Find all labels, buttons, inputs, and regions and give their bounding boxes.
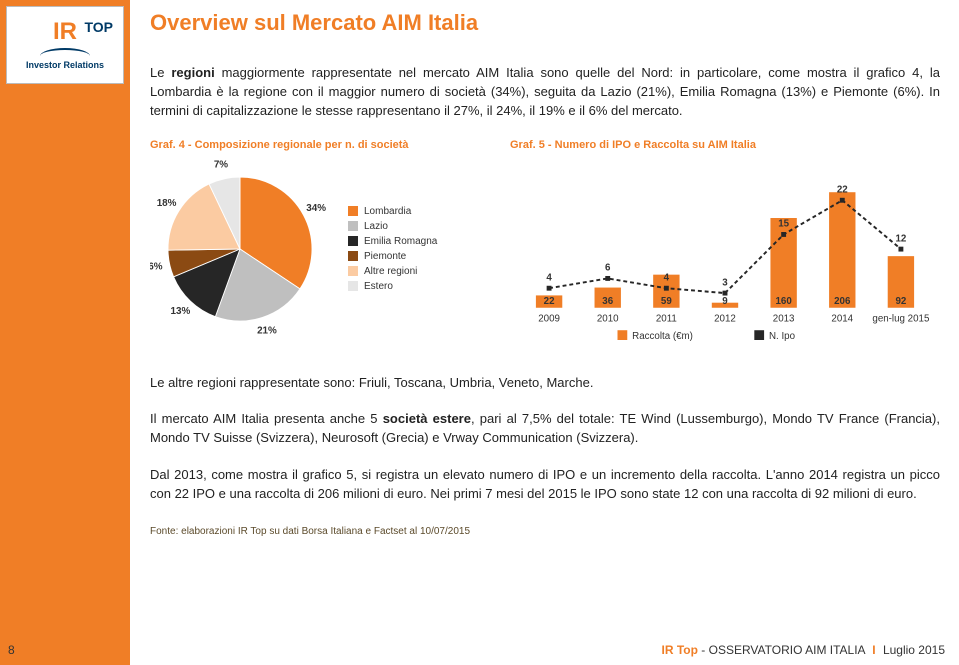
legend-item: Piemonte: [348, 251, 437, 262]
bar-raccolta: [770, 218, 796, 308]
logo-ir: IR: [53, 20, 77, 44]
legend-swatch: [348, 266, 358, 276]
chart-pie-container: Graf. 4 - Composizione regionale per n. …: [150, 139, 490, 354]
pie-pct-label: 18%: [157, 198, 177, 209]
bar-category-label: 2009: [538, 313, 560, 324]
bar-value-label: 9: [722, 295, 728, 306]
chart-pie-title: Graf. 4 - Composizione regionale per n. …: [150, 139, 490, 151]
pie-pct-label: 6%: [150, 261, 163, 272]
footer-brand: IR Top: [662, 643, 698, 657]
legend-item: Estero: [348, 281, 437, 292]
bar-category-label: 2014: [831, 313, 853, 324]
pie-pct-label: 34%: [306, 202, 326, 213]
bar-value-label: 92: [895, 295, 906, 306]
chart-bar: 222009362010592011920121602013206201492g…: [510, 159, 940, 349]
logo: TOP IR Investor Relations: [6, 6, 124, 84]
page-title: Overview sul Mercato AIM Italia: [150, 10, 940, 36]
chart-pie: 34% 21% 13% 6% 18% 7%: [150, 159, 330, 339]
page-number: 8: [8, 643, 15, 657]
bar-value-label: 206: [834, 295, 851, 306]
chart-pie-legend: Lombardia Lazio Emilia Romagna Piemonte Altr…: [348, 202, 437, 296]
legend-label: Piemonte: [364, 251, 406, 262]
bar-value-label: 59: [661, 295, 672, 306]
logo-arc-icon: [40, 48, 90, 56]
legend-item: Lazio: [348, 221, 437, 232]
bar-raccolta: [829, 192, 855, 308]
legend-swatch: [348, 251, 358, 261]
legend-label-ipo: N. Ipo: [769, 331, 796, 342]
legend-item: Lombardia: [348, 206, 437, 217]
paragraph-2: Le altre regioni rappresentate sono: Fri…: [150, 374, 940, 393]
legend-swatch: [754, 330, 764, 340]
line-ipo-value-label: 3: [722, 277, 728, 288]
bar-category-label: 2010: [597, 313, 619, 324]
legend-label: Estero: [364, 281, 393, 292]
footer-date: Luglio 2015: [883, 643, 945, 657]
pie-pct-label: 13%: [170, 306, 190, 317]
footer-sep: I: [872, 643, 875, 657]
line-ipo-value-label: 4: [664, 272, 670, 283]
line-ipo-marker: [547, 285, 552, 290]
bar-value-label: 36: [602, 295, 613, 306]
bar-value-label: 22: [544, 295, 555, 306]
line-ipo-marker: [664, 285, 669, 290]
line-ipo-marker: [781, 232, 786, 237]
legend-swatch: [348, 221, 358, 231]
bar-category-label: 2013: [773, 313, 795, 324]
legend-label: Lazio: [364, 221, 388, 232]
legend-label: Lombardia: [364, 206, 411, 217]
line-ipo-value-label: 22: [837, 184, 848, 195]
line-ipo-marker: [605, 276, 610, 281]
charts-row: Graf. 4 - Composizione regionale per n. …: [150, 139, 940, 354]
legend-swatch: [348, 281, 358, 291]
line-ipo-value-label: 4: [546, 272, 552, 283]
chart-bar-title: Graf. 5 - Numero di IPO e Raccolta su AI…: [510, 139, 940, 151]
line-ipo-marker: [898, 246, 903, 251]
legend-item: Emilia Romagna: [348, 236, 437, 247]
legend-swatch: [618, 330, 628, 340]
bar-category-label: gen-lug 2015: [872, 313, 930, 324]
sidebar-accent: [0, 0, 130, 665]
pie-pct-label: 21%: [257, 325, 277, 336]
bar-category-label: 2011: [656, 313, 677, 324]
paragraph-4: Dal 2013, come mostra il grafico 5, si r…: [150, 466, 940, 504]
paragraph-1: Le regioni maggiormente rappresentate ne…: [150, 64, 940, 121]
line-ipo-marker: [723, 290, 728, 295]
source-text: Fonte: elaborazioni IR Top su dati Borsa…: [150, 526, 940, 537]
line-ipo-value-label: 12: [895, 233, 906, 244]
legend-label-raccolta: Raccolta (€m): [632, 331, 693, 342]
legend-item: Altre regioni: [348, 266, 437, 277]
chart-bar-container: Graf. 5 - Numero di IPO e Raccolta su AI…: [510, 139, 940, 354]
footer-doc: OSSERVATORIO AIM ITALIA: [709, 643, 865, 657]
pie-pct-label: 7%: [214, 159, 228, 170]
bar-category-label: 2012: [714, 313, 736, 324]
logo-top: TOP: [84, 19, 113, 35]
legend-swatch: [348, 236, 358, 246]
legend-swatch: [348, 206, 358, 216]
line-ipo-marker: [840, 197, 845, 202]
line-ipo-value-label: 6: [605, 262, 611, 273]
bar-value-label: 160: [775, 295, 792, 306]
legend-label: Altre regioni: [364, 266, 417, 277]
content-area: Overview sul Mercato AIM Italia Le regio…: [150, 10, 940, 537]
footer-dash: -: [701, 643, 708, 657]
legend-label: Emilia Romagna: [364, 236, 437, 247]
logo-sub: Investor Relations: [26, 60, 104, 70]
line-ipo-value-label: 15: [778, 218, 789, 229]
paragraph-3: Il mercato AIM Italia presenta anche 5 s…: [150, 410, 940, 448]
footer: IR Top - OSSERVATORIO AIM ITALIA I Lugli…: [662, 643, 946, 657]
